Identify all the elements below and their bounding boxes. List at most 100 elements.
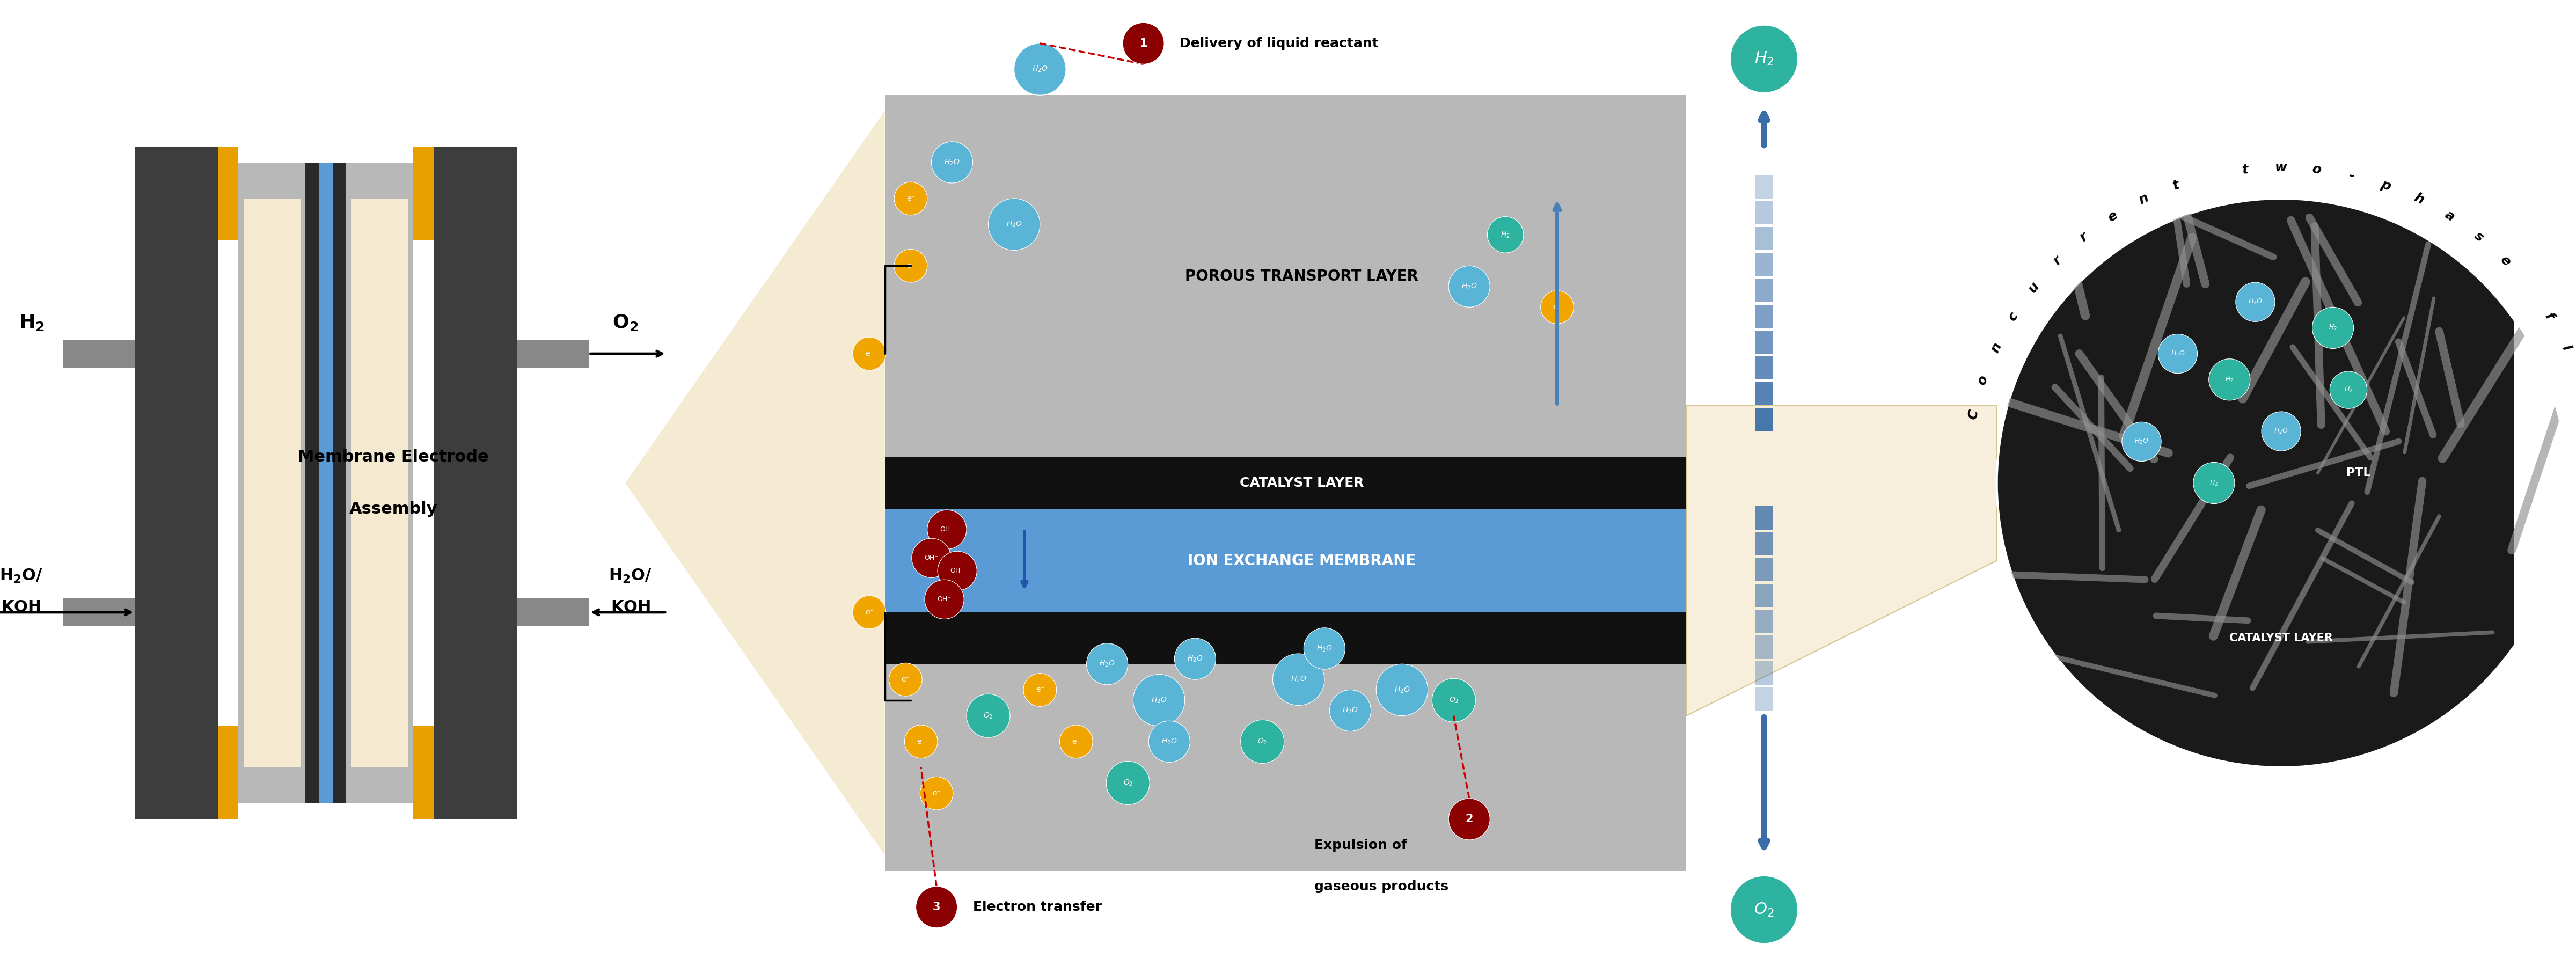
Bar [884, 95, 1687, 871]
Bar [1754, 253, 1772, 276]
Text: $O_2$: $O_2$ [984, 711, 994, 720]
Text: $\mathbf{H_2O/}$: $\mathbf{H_2O/}$ [608, 568, 652, 584]
Text: CATALYST LAYER: CATALYST LAYER [2228, 633, 2334, 643]
Text: $\mathbf{O_2}$: $\mathbf{O_2}$ [613, 313, 639, 332]
Text: $H_2$: $H_2$ [1754, 50, 1775, 68]
Text: PTL: PTL [2347, 468, 2370, 478]
Bar [884, 95, 1687, 457]
Bar [1754, 687, 1772, 711]
Text: $H_2O$: $H_2O$ [1033, 65, 1048, 73]
Circle shape [1015, 43, 1066, 95]
Text: h: h [2411, 191, 2427, 207]
Bar [1754, 279, 1772, 302]
Circle shape [2159, 334, 2197, 374]
Text: e: e [2105, 209, 2120, 224]
Bar [1754, 558, 1772, 582]
Text: 3: 3 [933, 901, 940, 913]
Circle shape [920, 777, 953, 810]
Text: $H_2$: $H_2$ [2210, 479, 2218, 487]
Circle shape [933, 142, 974, 183]
Circle shape [894, 249, 927, 282]
Text: a: a [2442, 209, 2458, 224]
Circle shape [1540, 291, 1574, 324]
Text: $H_2O$: $H_2O$ [1291, 675, 1306, 684]
Circle shape [1133, 674, 1185, 726]
Text: 1: 1 [1139, 38, 1146, 48]
Text: $O_2$: $O_2$ [1257, 737, 1267, 746]
Text: $H_2O$: $H_2O$ [2275, 427, 2287, 436]
Polygon shape [1687, 406, 1996, 716]
Text: n: n [1989, 341, 2004, 355]
Text: e⁻: e⁻ [1072, 738, 1079, 746]
Circle shape [889, 663, 922, 696]
Circle shape [966, 694, 1010, 737]
Text: $H_2$: $H_2$ [2344, 385, 2352, 394]
Text: e⁻: e⁻ [907, 195, 914, 202]
Text: r: r [2050, 254, 2063, 268]
Bar [884, 457, 1687, 509]
Polygon shape [626, 111, 884, 855]
Bar [1754, 408, 1772, 431]
Bar [884, 509, 1687, 612]
Text: e⁻: e⁻ [907, 262, 914, 270]
Circle shape [2123, 422, 2161, 462]
Text: c: c [2007, 310, 2020, 324]
Bar [1754, 383, 1772, 406]
Text: Assembly: Assembly [350, 501, 438, 517]
Circle shape [938, 552, 976, 590]
Circle shape [1105, 761, 1149, 805]
Circle shape [853, 337, 886, 370]
Bar [412, 726, 433, 819]
Text: $H_2$: $H_2$ [2329, 324, 2336, 332]
Text: Membrane Electrode: Membrane Electrode [299, 449, 489, 465]
Text: s: s [2470, 230, 2486, 244]
Circle shape [1329, 690, 1370, 731]
Bar [62, 339, 134, 368]
Circle shape [2236, 282, 2275, 322]
Text: o: o [1976, 374, 1991, 387]
Circle shape [1149, 721, 1190, 762]
Bar [240, 162, 307, 804]
Circle shape [2262, 412, 2300, 451]
Text: $H_2O$: $H_2O$ [1007, 220, 1023, 229]
Bar [412, 147, 433, 240]
Text: e⁻: e⁻ [866, 609, 873, 616]
Circle shape [1486, 216, 1522, 253]
Circle shape [1448, 799, 1489, 839]
Bar [1754, 201, 1772, 224]
Circle shape [989, 199, 1041, 250]
Bar [219, 147, 240, 240]
Text: $H_2O$: $H_2O$ [1394, 686, 1409, 695]
Bar [884, 612, 1687, 664]
Text: t: t [2172, 179, 2182, 192]
Text: e: e [2496, 253, 2512, 269]
Text: l: l [2561, 343, 2573, 353]
Circle shape [853, 596, 886, 629]
Bar [62, 598, 134, 627]
Text: $H_2O$: $H_2O$ [1316, 644, 1332, 653]
Circle shape [1242, 720, 1283, 763]
Text: OH⁻: OH⁻ [925, 554, 938, 561]
Text: Electron transfer: Electron transfer [974, 900, 1103, 914]
Bar [1754, 175, 1772, 199]
Text: $\mathbf{KOH}$: $\mathbf{KOH}$ [0, 599, 41, 615]
Text: $H_2$: $H_2$ [1502, 230, 1510, 240]
Circle shape [1448, 266, 1489, 307]
Text: $H_2O$: $H_2O$ [2249, 298, 2262, 306]
Bar [518, 598, 590, 627]
Text: Delivery of liquid reactant: Delivery of liquid reactant [1180, 37, 1378, 50]
Bar [219, 726, 240, 819]
Text: $H_2O$: $H_2O$ [1188, 654, 1203, 664]
Text: CATALYST LAYER: CATALYST LAYER [1239, 476, 1363, 490]
Text: o: o [2571, 374, 2576, 387]
Text: $H_2O$: $H_2O$ [1151, 696, 1167, 704]
Text: r: r [2076, 230, 2089, 244]
Text: $H_2O$: $H_2O$ [2136, 438, 2148, 445]
Circle shape [1023, 673, 1056, 706]
Bar [1754, 330, 1772, 354]
Text: -: - [2347, 169, 2357, 183]
Circle shape [1432, 678, 1476, 722]
Text: t: t [2241, 162, 2249, 176]
Circle shape [894, 182, 927, 215]
Bar [350, 199, 407, 767]
